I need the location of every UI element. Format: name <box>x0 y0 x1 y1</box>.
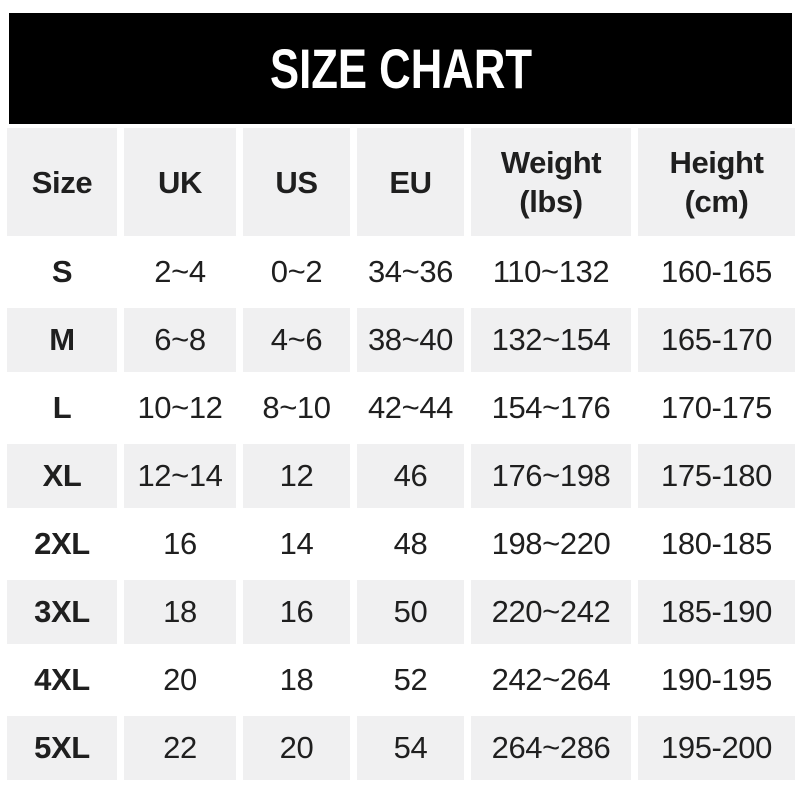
table-header-row: Size UK US EU Weight (lbs) Height (cm) <box>7 128 795 236</box>
cell-eu: 38~40 <box>357 308 464 372</box>
cell-height: 185-190 <box>638 580 795 644</box>
cell-us: 16 <box>243 580 350 644</box>
size-chart-banner: SIZE CHART <box>9 13 792 124</box>
cell-size: 4XL <box>34 662 90 697</box>
cell-height: 175-180 <box>638 444 795 508</box>
table-row-s: S 2~4 0~2 34~36 110~132 160-165 <box>7 240 795 304</box>
cell-uk: 6~8 <box>124 308 236 372</box>
cell-eu: 48 <box>393 526 428 561</box>
cell-weight: 242~264 <box>491 662 611 697</box>
cell-us: 18 <box>279 662 314 697</box>
header-label-us: US <box>275 164 318 200</box>
cell-uk: 16 <box>163 526 197 561</box>
cell-us: 0~2 <box>270 254 323 289</box>
size-table: Size UK US EU Weight (lbs) Height (cm) S 2… <box>0 124 800 784</box>
header-cell-us: US <box>243 128 350 236</box>
cell-us: 4~6 <box>243 308 350 372</box>
cell-weight: 198~220 <box>491 526 611 561</box>
cell-height: 165-170 <box>638 308 795 372</box>
header-label-eu: EU <box>389 164 432 200</box>
cell-uk: 2~4 <box>154 254 206 289</box>
table-row-3xl: 3XL 18 16 50 220~242 185-190 <box>7 580 795 644</box>
cell-size: L <box>52 390 72 425</box>
cell-weight: 132~154 <box>471 308 631 372</box>
cell-height: 170-175 <box>661 390 772 425</box>
cell-uk: 12~14 <box>124 444 236 508</box>
cell-us: 20 <box>243 716 350 780</box>
header-label-size: Size <box>31 164 93 200</box>
cell-eu: 46 <box>357 444 464 508</box>
table-row-l: L 10~12 8~10 42~44 154~176 170-175 <box>7 376 795 440</box>
cell-eu: 52 <box>393 662 428 697</box>
header-label-uk: UK <box>158 164 202 200</box>
cell-eu: 50 <box>357 580 464 644</box>
cell-weight: 264~286 <box>471 716 631 780</box>
cell-size: S <box>51 254 73 289</box>
cell-uk: 20 <box>163 662 197 697</box>
cell-size: 5XL <box>7 716 117 780</box>
cell-weight: 110~132 <box>492 254 610 289</box>
cell-size: M <box>7 308 117 372</box>
cell-weight: 154~176 <box>491 390 611 425</box>
header-label-weight: Weight <box>500 145 602 180</box>
cell-eu: 54 <box>357 716 464 780</box>
cell-height: 180-185 <box>661 526 772 561</box>
cell-size: XL <box>7 444 117 508</box>
cell-size: 2XL <box>34 526 90 561</box>
cell-uk: 10~12 <box>137 390 223 425</box>
cell-uk: 18 <box>124 580 236 644</box>
header-label-height: Height <box>669 145 764 180</box>
cell-size: 3XL <box>7 580 117 644</box>
cell-us: 8~10 <box>262 390 331 425</box>
cell-height: 195-200 <box>638 716 795 780</box>
cell-weight: 220~242 <box>471 580 631 644</box>
table-row-2xl: 2XL 16 14 48 198~220 180-185 <box>7 512 795 576</box>
header-cell-size: Size <box>7 128 117 236</box>
cell-eu: 34~36 <box>367 254 454 289</box>
table-row-xl: XL 12~14 12 46 176~198 175-180 <box>7 444 795 508</box>
table-row-5xl: 5XL 22 20 54 264~286 195-200 <box>7 716 795 780</box>
cell-us: 12 <box>243 444 350 508</box>
header-cell-uk: UK <box>124 128 236 236</box>
table-row-m: M 6~8 4~6 38~40 132~154 165-170 <box>7 308 795 372</box>
page-title: SIZE CHART <box>269 36 532 100</box>
cell-weight: 176~198 <box>471 444 631 508</box>
cell-height: 190-195 <box>661 662 772 697</box>
cell-uk: 22 <box>124 716 236 780</box>
cell-height: 160-165 <box>661 254 772 289</box>
header-cell-height: Height (cm) <box>638 128 795 236</box>
header-sub-height: (cm) <box>684 184 749 219</box>
header-cell-eu: EU <box>357 128 464 236</box>
header-sub-weight: (lbs) <box>519 184 583 219</box>
header-cell-weight: Weight (lbs) <box>471 128 631 236</box>
cell-eu: 42~44 <box>367 390 454 425</box>
cell-us: 14 <box>279 526 314 561</box>
table-row-4xl: 4XL 20 18 52 242~264 190-195 <box>7 648 795 712</box>
